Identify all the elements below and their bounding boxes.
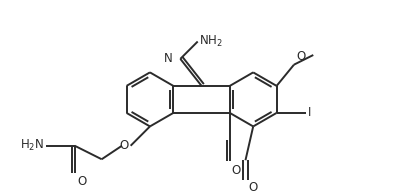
Text: NH$_2$: NH$_2$ [199, 34, 223, 49]
Text: O: O [120, 139, 129, 152]
Text: O: O [248, 181, 258, 194]
Text: O: O [232, 164, 241, 177]
Text: N: N [164, 52, 173, 65]
Text: O: O [78, 175, 87, 188]
Text: I: I [308, 106, 311, 119]
Text: H$_2$N: H$_2$N [20, 138, 44, 153]
Text: O: O [296, 50, 305, 63]
